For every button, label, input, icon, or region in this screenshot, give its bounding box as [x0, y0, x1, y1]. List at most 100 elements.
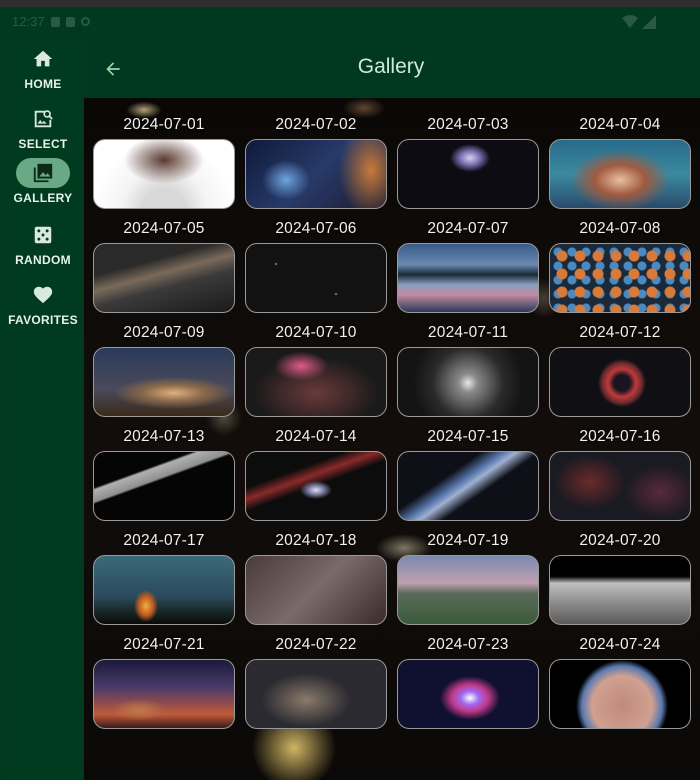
gallery-thumbnail[interactable]	[245, 451, 387, 521]
gallery-item-date: 2024-07-14	[275, 428, 357, 445]
wifi-icon	[622, 15, 638, 28]
gallery-item-date: 2024-07-19	[427, 532, 509, 549]
gallery-thumbnail[interactable]	[549, 139, 691, 209]
gallery-item-date: 2024-07-21	[123, 636, 205, 653]
gallery-item[interactable]: 2024-07-12	[548, 306, 692, 417]
active-indicator	[16, 158, 70, 188]
back-button[interactable]	[98, 54, 128, 84]
gallery-thumbnail[interactable]	[397, 243, 539, 313]
gallery-item[interactable]: 2024-07-11	[396, 306, 540, 417]
gallery-thumbnail[interactable]	[397, 347, 539, 417]
photo-library-icon	[33, 163, 53, 183]
status-bar: 12:37	[0, 0, 700, 40]
gallery-item-date: 2024-07-23	[427, 636, 509, 653]
gallery-thumbnail[interactable]	[397, 451, 539, 521]
gallery-item-date: 2024-07-09	[123, 324, 205, 341]
gallery-thumbnail[interactable]	[549, 451, 691, 521]
rail-label-select: SELECT	[18, 137, 68, 151]
sync-icon	[80, 17, 90, 26]
gallery-thumbnail[interactable]	[245, 139, 387, 209]
rail-item-gallery[interactable]: GALLERY	[4, 158, 82, 214]
rail-item-select[interactable]: SELECT	[4, 104, 82, 160]
gallery-item[interactable]: 2024-07-15	[396, 410, 540, 521]
gallery-item[interactable]: 2024-07-24	[548, 618, 692, 729]
gallery-item-date: 2024-07-16	[579, 428, 661, 445]
gallery-thumbnail[interactable]	[549, 243, 691, 313]
gallery-item[interactable]: 2024-07-07	[396, 202, 540, 313]
gallery-item[interactable]: 2024-07-03	[396, 98, 540, 209]
gallery-item-date: 2024-07-24	[579, 636, 661, 653]
gallery-item-date: 2024-07-20	[579, 532, 661, 549]
gallery-item-date: 2024-07-08	[579, 220, 661, 237]
gallery-item[interactable]: 2024-07-17	[92, 514, 236, 625]
gallery-item[interactable]: 2024-07-21	[92, 618, 236, 729]
home-icon	[33, 50, 53, 67]
gallery-thumbnail[interactable]	[245, 555, 387, 625]
gallery-item[interactable]: 2024-07-22	[244, 618, 388, 729]
gallery-item[interactable]: 2024-07-23	[396, 618, 540, 729]
gallery-item[interactable]: 2024-07-08	[548, 202, 692, 313]
gallery-item[interactable]: 2024-07-05	[92, 202, 236, 313]
gallery-item-date: 2024-07-04	[579, 116, 661, 133]
gallery-item[interactable]: 2024-07-18	[244, 514, 388, 625]
signal-icon	[642, 15, 656, 29]
gallery-item-date: 2024-07-10	[275, 324, 357, 341]
gallery-thumbnail[interactable]	[397, 555, 539, 625]
rail-item-favorites[interactable]: FAVORITES	[4, 280, 82, 336]
gallery-thumbnail[interactable]	[93, 347, 235, 417]
rail-label-gallery: GALLERY	[13, 191, 73, 205]
gallery-item-date: 2024-07-02	[275, 116, 357, 133]
gallery-thumbnail[interactable]	[397, 139, 539, 209]
gallery-item-date: 2024-07-06	[275, 220, 357, 237]
gallery-thumbnail[interactable]	[245, 347, 387, 417]
gallery-item[interactable]: 2024-07-10	[244, 306, 388, 417]
gallery-item[interactable]: 2024-07-09	[92, 306, 236, 417]
top-app-bar: Gallery	[82, 40, 700, 98]
image-search-icon	[34, 110, 53, 128]
gallery-item-date: 2024-07-18	[275, 532, 357, 549]
gallery-thumbnail[interactable]	[93, 243, 235, 313]
gallery-item[interactable]: 2024-07-02	[244, 98, 388, 209]
gallery-item[interactable]: 2024-07-14	[244, 410, 388, 521]
gallery-thumbnail[interactable]	[93, 139, 235, 209]
gallery-item[interactable]: 2024-07-20	[548, 514, 692, 625]
gallery-thumbnail[interactable]	[93, 659, 235, 729]
gallery-thumbnail[interactable]	[245, 243, 387, 313]
gallery-item-date: 2024-07-03	[427, 116, 509, 133]
gallery-thumbnail[interactable]	[93, 555, 235, 625]
gallery-item[interactable]: 2024-07-01	[92, 98, 236, 209]
gallery-item[interactable]: 2024-07-13	[92, 410, 236, 521]
gallery-item-date: 2024-07-11	[427, 324, 509, 341]
gallery-thumbnail[interactable]	[549, 347, 691, 417]
navigation-rail: HOME SELECT GALLERY	[4, 40, 82, 780]
rail-label-favorites: FAVORITES	[8, 313, 78, 327]
sd-card-icon	[65, 16, 75, 27]
gallery-item-date: 2024-07-07	[427, 220, 509, 237]
gallery-item[interactable]: 2024-07-04	[548, 98, 692, 209]
rail-label-random: RANDOM	[15, 253, 71, 267]
gallery-thumbnail[interactable]	[93, 451, 235, 521]
gallery-item-date: 2024-07-05	[123, 220, 205, 237]
gallery-item-date: 2024-07-13	[123, 428, 205, 445]
gallery-item-date: 2024-07-01	[123, 116, 205, 133]
gallery-thumbnail[interactable]	[549, 659, 691, 729]
gallery-item-date: 2024-07-12	[579, 324, 661, 341]
notification-icon	[50, 16, 60, 27]
dice-icon	[34, 226, 52, 244]
status-time: 12:37	[12, 14, 45, 29]
heart-icon	[33, 286, 53, 304]
gallery-item[interactable]: 2024-07-19	[396, 514, 540, 625]
gallery-item[interactable]: 2024-07-16	[548, 410, 692, 521]
rail-label-home: HOME	[24, 77, 62, 91]
gallery-thumbnail[interactable]	[549, 555, 691, 625]
gallery-item-date: 2024-07-15	[427, 428, 509, 445]
page-title: Gallery	[357, 55, 425, 78]
rail-item-home[interactable]: HOME	[4, 44, 82, 100]
gallery-thumbnail[interactable]	[397, 659, 539, 729]
gallery-item-date: 2024-07-22	[275, 636, 357, 653]
gallery-thumbnail[interactable]	[245, 659, 387, 729]
gallery-item-date: 2024-07-17	[123, 532, 205, 549]
gallery-item[interactable]: 2024-07-06	[244, 202, 388, 313]
rail-item-random[interactable]: RANDOM	[4, 220, 82, 276]
gallery-grid[interactable]: 2024-07-01 2024-07-02 2024-07-03 2024-07…	[84, 98, 700, 780]
